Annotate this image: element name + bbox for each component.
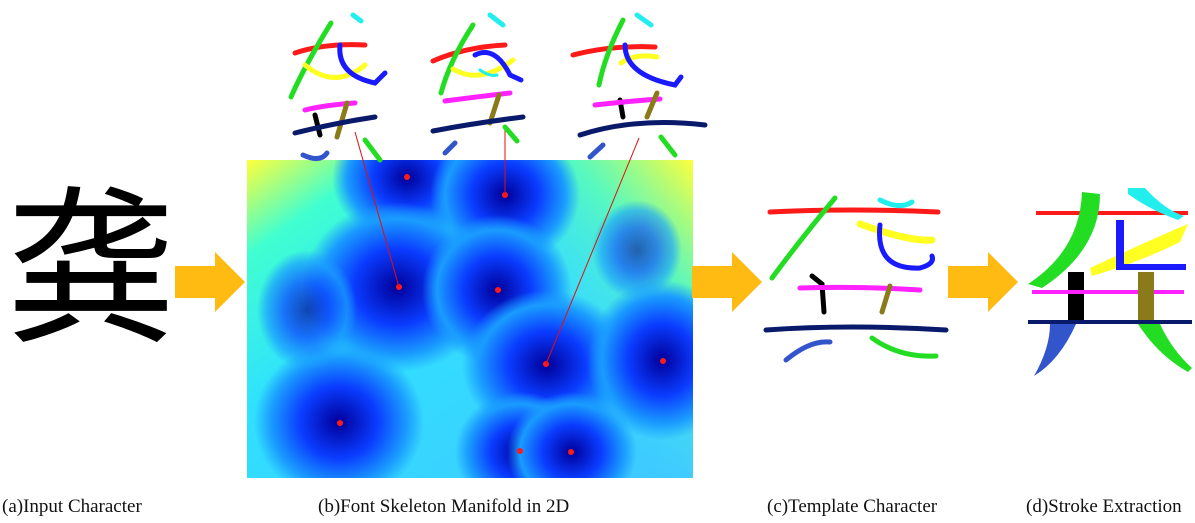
arrow-right-icon [175, 252, 245, 312]
arrow-right-icon [948, 252, 1018, 312]
stroke-extraction-character [1028, 188, 1192, 376]
manifold-point [568, 449, 574, 455]
caption-skeleton-manifold: (b)Font Skeleton Manifold in 2D [318, 496, 570, 517]
caption-input-character: (a)Input Character [2, 496, 142, 517]
manifold-point [404, 174, 410, 180]
manifold-point [517, 448, 523, 454]
skeleton-sample-1 [288, 12, 388, 163]
skeleton-samples [288, 12, 708, 163]
manifold-point [495, 287, 501, 293]
skeleton-sample-3 [570, 12, 708, 160]
caption-stroke-extraction: (d)Stroke Extraction [1026, 496, 1182, 517]
caption-template-character: (c)Template Character [767, 496, 938, 517]
connector-lines [354, 130, 640, 365]
template-character [763, 195, 949, 363]
arrow-right-icon [692, 252, 762, 312]
input-character-glyph: 龚 [6, 172, 177, 370]
skeleton-manifold-heatmap [247, 160, 693, 478]
manifold-point [337, 420, 343, 426]
skeleton-sample-2 [430, 12, 526, 156]
manifold-point [660, 358, 666, 364]
